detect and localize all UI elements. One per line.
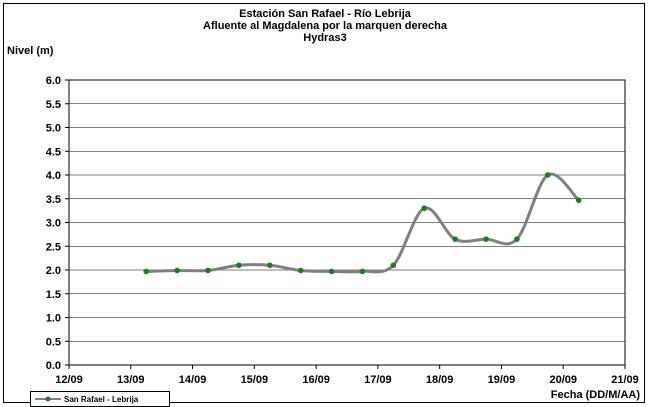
data-point	[575, 197, 582, 203]
x-axis-label: Fecha (DD/M/AA)	[550, 389, 640, 401]
data-point	[421, 205, 428, 212]
y-tick-label: 4.0	[46, 170, 61, 182]
legend-label: San Rafael - Lebrija	[64, 394, 139, 404]
data-point	[514, 236, 520, 242]
y-tick-label: 3.0	[46, 218, 61, 230]
data-point	[297, 267, 304, 274]
series-line	[146, 172, 580, 274]
chart-frame	[3, 3, 645, 403]
y-tick-label: 6.0	[46, 75, 61, 87]
x-tick-label: 16/09	[302, 374, 330, 386]
data-point	[266, 262, 273, 269]
y-tick-label: 0.0	[46, 360, 61, 372]
x-tick-label: 21/09	[611, 374, 639, 386]
chart-title-line-2: Afluente al Magdalena por la marquen der…	[203, 20, 447, 32]
y-tick-label: 1.0	[46, 313, 61, 325]
data-point	[328, 268, 335, 275]
x-tick-label: 20/09	[549, 374, 577, 386]
y-tick-label: 2.5	[46, 241, 61, 253]
chart-title-line-3: Hydras3	[303, 32, 347, 44]
x-tick-label: 12/09	[55, 374, 83, 386]
x-tick-label: 14/09	[179, 374, 207, 386]
y-tick-label: 5.0	[46, 123, 61, 135]
x-tick-label: 19/09	[488, 374, 516, 386]
legend-swatch	[35, 396, 61, 402]
data-point	[483, 236, 489, 242]
data-point	[205, 267, 211, 274]
y-tick-label: 0.5	[46, 336, 61, 348]
x-tick-labels: 12/09 13/09 14/09 15/09 16/09 17/09 18/09 19/09…	[55, 374, 639, 386]
chart-title: Estación San Rafael - Río Lebrija Afluen…	[0, 8, 650, 44]
y-tick-label: 3.5	[46, 194, 61, 206]
y-tick-labels: 0.0 0.5 1.0 1.5 2.0 2.5 3.0 3.5 4.0 4.5 5.0 5.5 6.0	[46, 75, 61, 372]
data-point	[544, 172, 551, 178]
data-point	[236, 262, 242, 269]
y-tick-label: 1.5	[46, 289, 61, 301]
y-tick-label: 4.5	[46, 146, 61, 158]
y-tick-label: 5.5	[46, 99, 61, 111]
data-point	[390, 262, 397, 269]
x-tick-label: 18/09	[426, 374, 454, 386]
data-point	[143, 268, 150, 275]
chart-title-line-1: Estación San Rafael - Río Lebrija	[239, 8, 411, 20]
x-tick-label: 15/09	[241, 374, 269, 386]
y-tick-label: 2.0	[46, 265, 61, 277]
legend: San Rafael - Lebrija	[30, 391, 170, 407]
x-tick-label: 17/09	[364, 374, 392, 386]
x-tick-label: 13/09	[117, 374, 145, 386]
series-markers	[143, 172, 582, 275]
data-point	[452, 236, 458, 242]
y-axis-label: Nivel (m)	[7, 45, 54, 57]
plot-border	[68, 79, 626, 366]
data-point	[174, 267, 180, 274]
gridlines	[65, 79, 626, 369]
data-point	[359, 268, 366, 275]
